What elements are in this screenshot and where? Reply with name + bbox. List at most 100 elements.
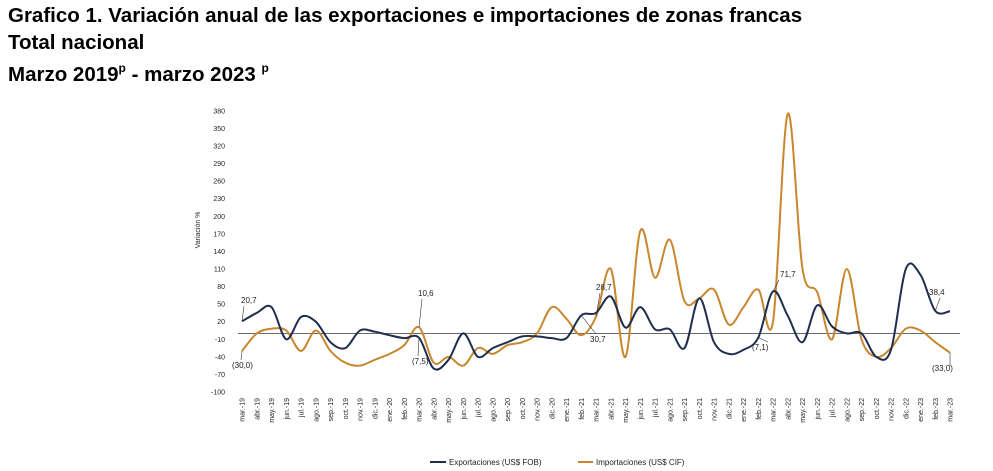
annotation-imp-mar20: 10,6 — [418, 289, 434, 298]
x-tick-label: ago.-22 — [844, 398, 851, 422]
x-tick-label: feb.-22 — [756, 398, 763, 420]
y-tick-label: -40 — [215, 354, 225, 361]
x-tick-label: mar.-23 — [948, 398, 955, 422]
y-tick-label: 80 — [217, 284, 225, 291]
annotation-leader-line — [417, 337, 420, 357]
annotation-leader-line — [241, 305, 245, 322]
x-tick-label: ene.-20 — [387, 398, 394, 422]
x-tick-label: jul.-21 — [653, 398, 660, 418]
annotation-exp-start: 20,7 — [241, 296, 257, 305]
y-tick-label: 170 — [213, 231, 225, 238]
legend-label: Exportaciones (US$ FOB) — [449, 458, 542, 467]
x-tick-label: mar.-22 — [771, 398, 778, 422]
annotation-exp-mar22: 71,7 — [780, 270, 796, 279]
y-axis: -100 -70 -40 -10 20 50 80 110 140 170 200 230 260 290… — [195, 108, 225, 396]
y-tick-label: 380 — [213, 108, 225, 115]
x-tick-label: nov.-21 — [712, 398, 719, 421]
annotation-leader-line — [595, 292, 601, 317]
x-tick-label: feb.-21 — [579, 398, 586, 420]
x-tick-label: jun.-20 — [461, 398, 468, 421]
annotation-leader-line — [934, 297, 941, 312]
y-tick-label: -70 — [215, 372, 225, 379]
x-tick-label: mar.-20 — [417, 398, 424, 422]
y-tick-label: 320 — [213, 144, 225, 151]
x-tick-label: oct.-20 — [520, 398, 527, 420]
y-tick-label: 200 — [213, 214, 225, 221]
x-tick-label: ene.-23 — [918, 398, 925, 422]
y-tick-label: 350 — [213, 126, 225, 133]
x-tick-label: ene.-22 — [741, 398, 748, 422]
annotation-exp-mar20: (7,5) — [412, 357, 429, 366]
x-tick-label: jul.-22 — [830, 398, 837, 418]
x-tick-label: oct.-19 — [343, 398, 350, 420]
annotation-leader-line — [240, 350, 243, 361]
period-end-superscript: p — [261, 61, 269, 75]
y-tick-label: 20 — [217, 319, 225, 326]
period-start-superscript: p — [118, 61, 126, 75]
x-tick-label: may.-22 — [800, 398, 807, 423]
series-line-exportaciones — [241, 262, 951, 371]
x-tick-label: oct.-21 — [697, 398, 704, 420]
x-tick-label: abr.-21 — [608, 398, 615, 420]
x-tick-label: feb.-23 — [933, 398, 940, 420]
chart-subtitle: Total nacional — [8, 31, 145, 54]
x-tick-label: jun.-22 — [815, 398, 822, 421]
chart-period: Marzo 2019p - marzo 2023 p — [8, 56, 802, 88]
x-axis: mar.-19 abr.-19 may.-19 jun.-19 jul.-19 ago.-… — [238, 333, 960, 423]
x-tick-label: jul.-19 — [299, 398, 306, 418]
data-annotations: 20,7 (30,0) 10,6 (7,5) 28,7 30,7 71,7 (7,1) 38,4… — [232, 270, 953, 373]
chart-title: Grafico 1. Variación anual de las export… — [8, 4, 803, 27]
y-tick-label: 50 — [217, 302, 225, 309]
x-tick-label: ene.-21 — [564, 398, 571, 422]
y-tick-label: 110 — [214, 267, 225, 274]
legend: Exportaciones (US$ FOB) Importaciones (US… — [430, 458, 685, 467]
x-tick-label: nov.-20 — [535, 398, 542, 421]
annotation-imp-end: (33,0) — [932, 364, 953, 373]
x-tick-label: abr.-22 — [785, 398, 792, 420]
x-tick-label: jun.-19 — [284, 398, 291, 421]
x-tick-label: nov.-19 — [358, 398, 365, 421]
period-start: Marzo 2019 — [8, 62, 119, 86]
x-tick-label: may.-19 — [269, 398, 276, 423]
x-tick-label: dic.-21 — [726, 398, 733, 419]
x-tick-label: ago.-20 — [490, 398, 497, 422]
y-tick-label: 140 — [213, 249, 225, 256]
y-tick-label: 230 — [213, 196, 225, 203]
annotation-exp-end: 38,4 — [929, 288, 945, 297]
x-tick-label: may.-21 — [623, 398, 630, 423]
x-tick-label: abr.-20 — [431, 398, 438, 420]
x-tick-label: jul.-20 — [476, 398, 483, 418]
x-tick-label: dic.-20 — [549, 398, 556, 419]
period-separator: - marzo 2023 — [125, 62, 262, 86]
chart-title-block: Grafico 1. Variación anual de las export… — [8, 2, 802, 88]
annotation-imp-mar21: 28,7 — [596, 283, 612, 292]
x-tick-label: feb.-20 — [402, 398, 409, 420]
series-lines — [241, 112, 951, 371]
x-tick-label: abr.-19 — [254, 398, 261, 420]
x-tick-label: oct.-22 — [874, 398, 881, 420]
x-tick-label: sep.-21 — [682, 398, 689, 421]
x-tick-label: may.-20 — [446, 398, 453, 423]
annotation-exp-mar21: 30,7 — [590, 335, 606, 344]
legend-label: Importaciones (US$ CIF) — [596, 458, 685, 467]
series-line-importaciones — [241, 112, 951, 367]
y-tick-label: 260 — [213, 179, 225, 186]
annotation-imp-start: (30,0) — [232, 361, 253, 370]
annotation-leader-line — [772, 279, 780, 292]
x-tick-label: mar.-19 — [240, 398, 247, 422]
y-tick-label: -100 — [211, 390, 225, 397]
x-tick-label: ago.-19 — [313, 398, 320, 422]
x-tick-label: dic.-19 — [372, 398, 379, 419]
x-tick-label: jun.-21 — [638, 398, 645, 421]
y-tick-label: 290 — [213, 161, 225, 168]
annotation-exp-feb22: (7,1) — [752, 343, 769, 352]
x-tick-label: sep.-20 — [505, 398, 512, 421]
annotation-leader-line — [418, 298, 423, 328]
x-tick-label: sep.-19 — [328, 398, 335, 421]
annotation-leader-line — [581, 315, 597, 335]
x-tick-label: mar.-21 — [594, 398, 601, 422]
x-tick-label: nov.-22 — [889, 398, 896, 421]
x-tick-label: dic.-22 — [903, 398, 910, 419]
x-tick-label: ago.-21 — [667, 398, 674, 422]
